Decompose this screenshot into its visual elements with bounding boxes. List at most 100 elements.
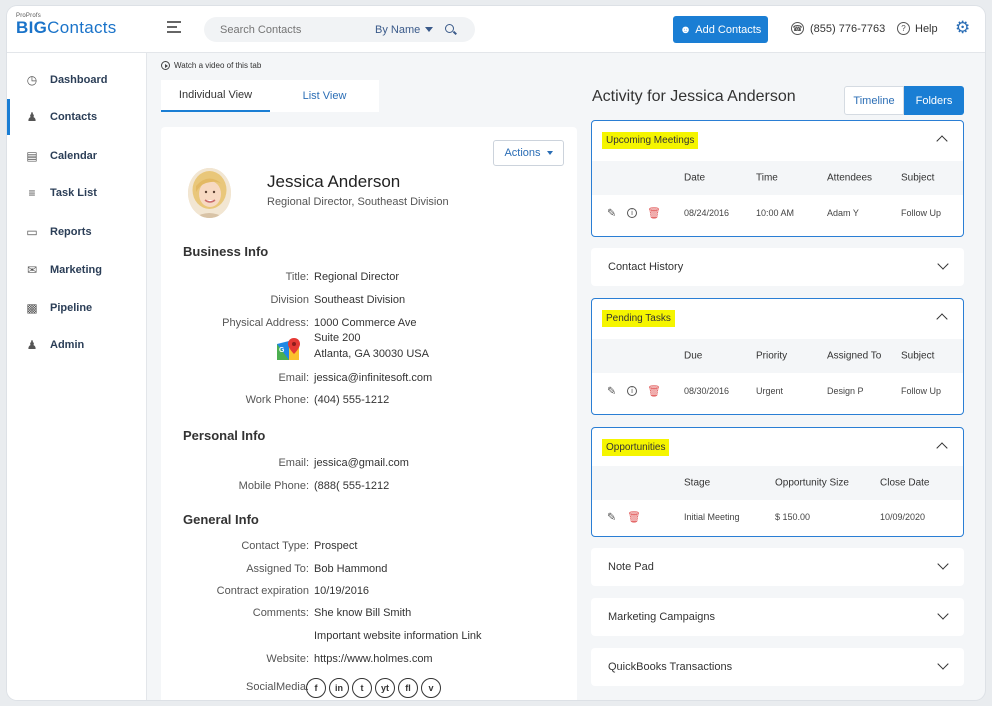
field-label: Physical Address: — [222, 317, 309, 329]
info-icon[interactable]: i — [627, 386, 637, 396]
info-icon[interactable]: i — [627, 208, 637, 218]
youtube-icon[interactable]: yt — [375, 678, 395, 698]
checklist-icon: ≡ — [28, 186, 36, 200]
field-personal-email: Email: jessica@gmail.com — [161, 457, 581, 473]
column-header: Assigned To — [827, 350, 882, 362]
phone-icon: ☎ — [791, 22, 804, 35]
upcoming-meetings-panel: Upcoming Meetings Date Time Attendees Su… — [591, 120, 964, 237]
search-input[interactable] — [220, 23, 360, 36]
field-address: Physical Address: 1000 Commerce Ave — [161, 317, 581, 333]
chevron-down-icon[interactable] — [937, 658, 949, 670]
linkedin-icon[interactable]: in — [329, 678, 349, 698]
pencil-icon[interactable]: ✎ — [607, 207, 617, 220]
folders-button[interactable]: Folders — [904, 86, 964, 115]
field-value: Southeast Division — [314, 294, 406, 306]
email-link[interactable]: jessica@infinitesoft.com — [314, 372, 433, 384]
menu-icon[interactable] — [167, 21, 181, 36]
email-link[interactable]: jessica@gmail.com — [314, 457, 409, 469]
flickr-icon[interactable]: fl — [398, 678, 418, 698]
sidebar: ◷ Dashboard ♟ Contacts ▤ Calendar ≡ Task Lis… — [7, 53, 147, 700]
logo-bold: BIG — [16, 18, 48, 37]
column-header: Time — [756, 172, 778, 184]
contact-history-panel[interactable]: Contact History — [591, 248, 964, 286]
column-header: Due — [684, 350, 703, 362]
panel-title: Opportunities — [602, 438, 670, 456]
support-phone[interactable]: ☎ (855) 776-7763 — [791, 22, 885, 35]
panel-header[interactable]: Marketing Campaigns — [591, 598, 964, 636]
sidebar-item-contacts[interactable]: ♟ Contacts — [7, 99, 147, 135]
table-cell: Follow Up — [901, 386, 942, 396]
add-user-icon: ☻ — [679, 23, 692, 36]
facebook-icon[interactable]: f — [306, 678, 326, 698]
add-contacts-button[interactable]: ☻ Add Contacts — [673, 16, 768, 43]
chevron-up-icon[interactable] — [936, 313, 948, 325]
field-label: Contract expiration — [216, 585, 309, 597]
search-by-dropdown[interactable]: By Name — [375, 24, 434, 36]
chevron-down-icon[interactable] — [937, 558, 949, 570]
marketing-campaigns-panel[interactable]: Marketing Campaigns — [591, 598, 964, 636]
sidebar-item-label: Admin — [50, 339, 85, 351]
panel-title: Note Pad — [608, 561, 654, 573]
twitter-icon[interactable]: t — [352, 678, 372, 698]
trash-icon[interactable]: 🗑 — [647, 207, 661, 220]
sidebar-item-marketing[interactable]: ✉ Marketing — [7, 252, 147, 288]
tab-individual-view[interactable]: Individual View — [161, 80, 270, 112]
timeline-button[interactable]: Timeline — [844, 86, 904, 115]
chevron-up-icon[interactable] — [936, 442, 948, 454]
panel-header[interactable]: Contact History — [591, 248, 964, 286]
field-label: Division — [270, 294, 309, 306]
field-label: Work Phone: — [245, 394, 309, 406]
field-value: Bob Hammond — [314, 563, 388, 575]
quickbooks-transactions-panel[interactable]: QuickBooks Transactions — [591, 648, 964, 686]
panel-header[interactable]: Pending Tasks — [592, 299, 963, 337]
field-address-line2: Suite 200 — [161, 332, 581, 348]
table-header: Date Time Attendees Subject — [592, 161, 963, 195]
gear-icon[interactable]: ⚙ — [955, 18, 971, 37]
personal-info-heading: Personal Info — [183, 428, 266, 443]
chevron-down-icon[interactable] — [937, 608, 949, 620]
actions-dropdown[interactable]: Actions — [493, 140, 564, 166]
table-row: ✎ 🗑 Initial Meeting $ 150.00 10/09/2020 — [592, 500, 963, 534]
trash-icon[interactable]: 🗑 — [647, 385, 661, 398]
caret-down-icon — [425, 27, 434, 32]
svg-text:G: G — [279, 347, 285, 354]
sidebar-item-reports[interactable]: ▭ Reports — [7, 214, 147, 250]
panel-header[interactable]: Opportunities — [592, 428, 963, 466]
field-work-phone: Work Phone: (404) 555-1212 — [161, 394, 581, 410]
vimeo-icon[interactable]: v — [421, 678, 441, 698]
top-header: ProProfs BIGContacts By Name ☻ Add Conta… — [7, 6, 985, 53]
app-logo[interactable]: ProProfs BIGContacts — [16, 13, 117, 38]
column-header: Opportunity Size — [775, 477, 849, 489]
trash-icon[interactable]: 🗑 — [627, 511, 641, 524]
watch-video-link[interactable]: Watch a video of this tab — [161, 61, 261, 70]
note-pad-panel[interactable]: Note Pad — [591, 548, 964, 586]
pencil-icon[interactable]: ✎ — [607, 511, 617, 524]
tab-list-view[interactable]: List View — [302, 90, 347, 102]
field-value: 10/19/2016 — [314, 585, 370, 597]
help-label: Help — [915, 22, 938, 35]
panel-header[interactable]: Upcoming Meetings — [592, 121, 963, 159]
sidebar-item-calendar[interactable]: ▤ Calendar — [7, 138, 147, 174]
panel-header[interactable]: Note Pad — [591, 548, 964, 586]
sidebar-item-dashboard[interactable]: ◷ Dashboard — [7, 62, 147, 98]
mail-icon: ✉ — [26, 263, 38, 277]
document-icon: ▭ — [26, 225, 38, 239]
google-maps-icon[interactable]: G — [275, 338, 301, 362]
sidebar-item-label: Reports — [50, 226, 92, 238]
field-value: Prospect — [314, 540, 358, 552]
pencil-icon[interactable]: ✎ — [607, 385, 617, 398]
sidebar-item-label: Marketing — [50, 264, 102, 276]
search-icon[interactable] — [445, 23, 457, 36]
chevron-up-icon[interactable] — [936, 135, 948, 147]
sidebar-item-pipeline[interactable]: ▩ Pipeline — [7, 290, 147, 326]
sidebar-item-admin[interactable]: ♟ Admin — [7, 327, 147, 363]
sidebar-item-label: Task List — [50, 187, 97, 199]
chevron-down-icon[interactable] — [937, 258, 949, 270]
panel-header[interactable]: QuickBooks Transactions — [591, 648, 964, 686]
field-value: Suite 200 — [314, 332, 361, 344]
sidebar-item-task-list[interactable]: ≡ Task List — [7, 175, 147, 211]
field-contract-expiration: Contract expiration 10/19/2016 — [161, 585, 581, 601]
field-division: Division Southeast Division — [161, 294, 581, 310]
website-link[interactable]: https://www.holmes.com — [314, 653, 433, 665]
help-link[interactable]: ? Help — [897, 22, 938, 35]
